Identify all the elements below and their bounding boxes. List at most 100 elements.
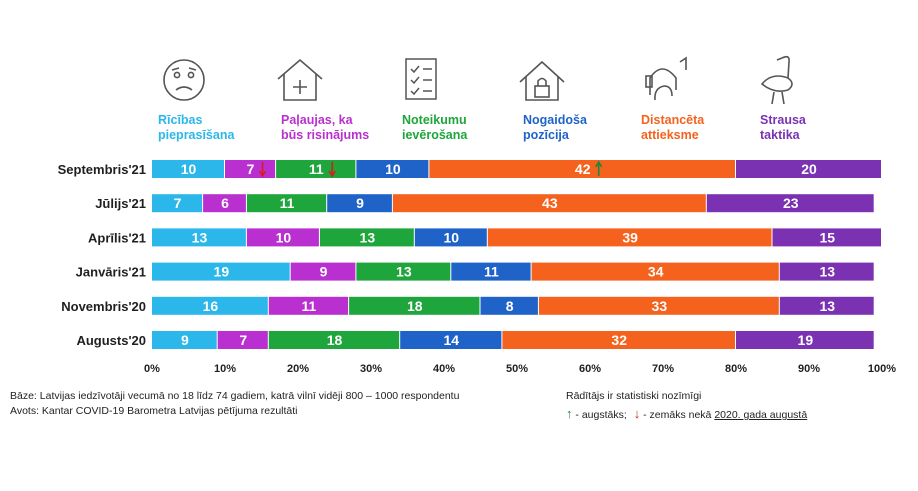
arrow-up-icon: ↑ xyxy=(566,406,573,421)
x-tick-label: 100% xyxy=(868,363,896,375)
bar-segment xyxy=(356,262,451,281)
category-label: Novembris'20 xyxy=(61,299,146,314)
house-medical-icon xyxy=(277,58,323,101)
bar-segment xyxy=(268,331,400,349)
value-label: 13 xyxy=(819,264,835,280)
value-label: 13 xyxy=(819,298,835,314)
value-label: 39 xyxy=(622,229,638,245)
value-label: 14 xyxy=(444,332,460,348)
x-tick-label: 40% xyxy=(433,363,455,375)
significance-higher: - augstāks; xyxy=(575,409,627,421)
value-label: 9 xyxy=(356,195,364,211)
significance-lower: - zemāks nekā xyxy=(643,409,712,421)
footnote-base: Bāze: Latvijas iedzīvotāji vecumā no 18 … xyxy=(10,390,460,402)
value-label: 7 xyxy=(239,332,247,348)
x-tick-label: 30% xyxy=(360,363,382,375)
bar-segment xyxy=(152,262,290,281)
bar-segment xyxy=(152,194,203,213)
category-label: Jūlijs'21 xyxy=(95,196,146,211)
x-tick-label: 0% xyxy=(144,363,160,375)
value-label: 10 xyxy=(385,161,401,177)
value-label: 9 xyxy=(320,264,328,280)
legend-label: Strausa xyxy=(760,113,807,127)
category-label: Septembris'21 xyxy=(58,162,146,177)
significance-title: Rādītājs ir statistiski nozīmīgi xyxy=(566,390,702,402)
legend-label: būs risinājums xyxy=(281,128,369,142)
bar-segment xyxy=(736,160,881,178)
bar-segment xyxy=(356,160,429,178)
bar-segment xyxy=(502,331,735,349)
bar-segment xyxy=(429,160,735,178)
bar-segment xyxy=(400,331,502,349)
bar-segment xyxy=(246,194,327,213)
value-label: 6 xyxy=(221,195,229,211)
bar-segment xyxy=(152,160,224,178)
value-label: 20 xyxy=(801,161,817,177)
ostrich-icon xyxy=(760,55,793,105)
x-tick-label: 20% xyxy=(287,363,309,375)
arrow-down-icon xyxy=(328,162,336,178)
value-label: 34 xyxy=(648,264,664,280)
value-label: 18 xyxy=(407,298,423,314)
bar-segment xyxy=(779,296,874,315)
x-tick-label: 60% xyxy=(579,363,601,375)
bar-segment xyxy=(327,194,392,213)
bar-segment xyxy=(268,296,349,315)
bar-segment xyxy=(736,331,874,349)
value-label: 7 xyxy=(174,195,182,211)
value-label: 11 xyxy=(302,298,317,314)
legend-label: Noteikumu xyxy=(402,113,467,127)
headphones-person-icon xyxy=(645,56,687,101)
bar-segment xyxy=(217,331,268,349)
legend-label: Distancēta xyxy=(641,113,705,127)
legend-label: taktika xyxy=(760,128,801,142)
bar-segment xyxy=(451,262,531,281)
bar-segment xyxy=(152,331,217,349)
x-tick-label: 80% xyxy=(725,363,747,375)
sad-face-icon xyxy=(163,59,205,101)
footnote-source: Avots: Kantar COVID-19 Barometra Latvija… xyxy=(10,405,298,417)
value-label: 11 xyxy=(484,264,499,280)
value-label: 43 xyxy=(542,195,558,211)
value-label: 11 xyxy=(280,195,295,211)
value-label: 33 xyxy=(652,298,668,314)
significance-reference: 2020. gada augustā xyxy=(714,409,808,421)
value-label: 16 xyxy=(203,298,219,314)
bar-segment xyxy=(319,228,414,247)
x-tick-label: 70% xyxy=(652,363,674,375)
value-label: 13 xyxy=(396,264,412,280)
house-lock-icon xyxy=(519,60,565,101)
value-label: 32 xyxy=(611,332,627,348)
value-label: 19 xyxy=(214,264,230,280)
bar-segment xyxy=(706,194,874,213)
legend-label: Nogaidoša xyxy=(523,113,588,127)
value-label: 10 xyxy=(181,161,197,177)
value-label: 19 xyxy=(798,332,814,348)
value-label: 10 xyxy=(276,229,292,245)
bar-segment xyxy=(152,296,268,315)
x-tick-label: 10% xyxy=(214,363,236,375)
value-label: 18 xyxy=(327,332,343,348)
category-label: Aprīlis'21 xyxy=(88,230,146,245)
value-label: 7 xyxy=(247,161,255,177)
bar-segment xyxy=(290,262,356,281)
category-label: Augusts'20 xyxy=(76,333,146,348)
bar-segment xyxy=(480,296,538,315)
legend-label: Rīcības xyxy=(158,113,203,127)
legend-label: pozīcija xyxy=(523,128,570,142)
value-label: 15 xyxy=(819,229,835,245)
value-label: 13 xyxy=(192,229,208,245)
bar-segment xyxy=(531,262,779,281)
legend-label: attieksme xyxy=(641,128,699,142)
arrow-down-icon xyxy=(258,162,267,178)
bar-segment xyxy=(414,228,487,247)
bar-segment xyxy=(246,228,319,247)
value-label: 23 xyxy=(783,195,799,211)
x-tick-label: 50% xyxy=(506,363,528,375)
value-label: 11 xyxy=(309,161,324,177)
legend-label: Paļaujas, ka xyxy=(281,113,354,127)
legend-label: ievērošana xyxy=(402,128,468,142)
value-label: 42 xyxy=(575,161,591,177)
bar-segment xyxy=(203,194,246,213)
bar-segment xyxy=(772,228,881,247)
